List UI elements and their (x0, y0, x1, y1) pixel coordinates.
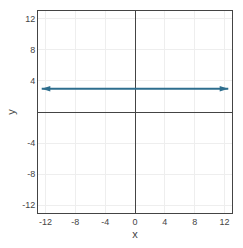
svg-text:8: 8 (30, 45, 35, 55)
svg-text:x: x (132, 228, 138, 240)
svg-text:4: 4 (30, 76, 35, 86)
svg-text:12: 12 (25, 14, 35, 24)
svg-text:0: 0 (132, 217, 137, 227)
svg-text:8: 8 (192, 217, 197, 227)
svg-text:-12: -12 (22, 200, 35, 210)
svg-text:4: 4 (162, 217, 167, 227)
svg-text:y: y (5, 109, 17, 115)
svg-text:12: 12 (220, 217, 230, 227)
svg-text:-8: -8 (71, 217, 79, 227)
svg-text:-4: -4 (27, 138, 35, 148)
svg-text:-12: -12 (39, 217, 52, 227)
svg-text:-8: -8 (27, 169, 35, 179)
svg-text:-4: -4 (101, 217, 109, 227)
